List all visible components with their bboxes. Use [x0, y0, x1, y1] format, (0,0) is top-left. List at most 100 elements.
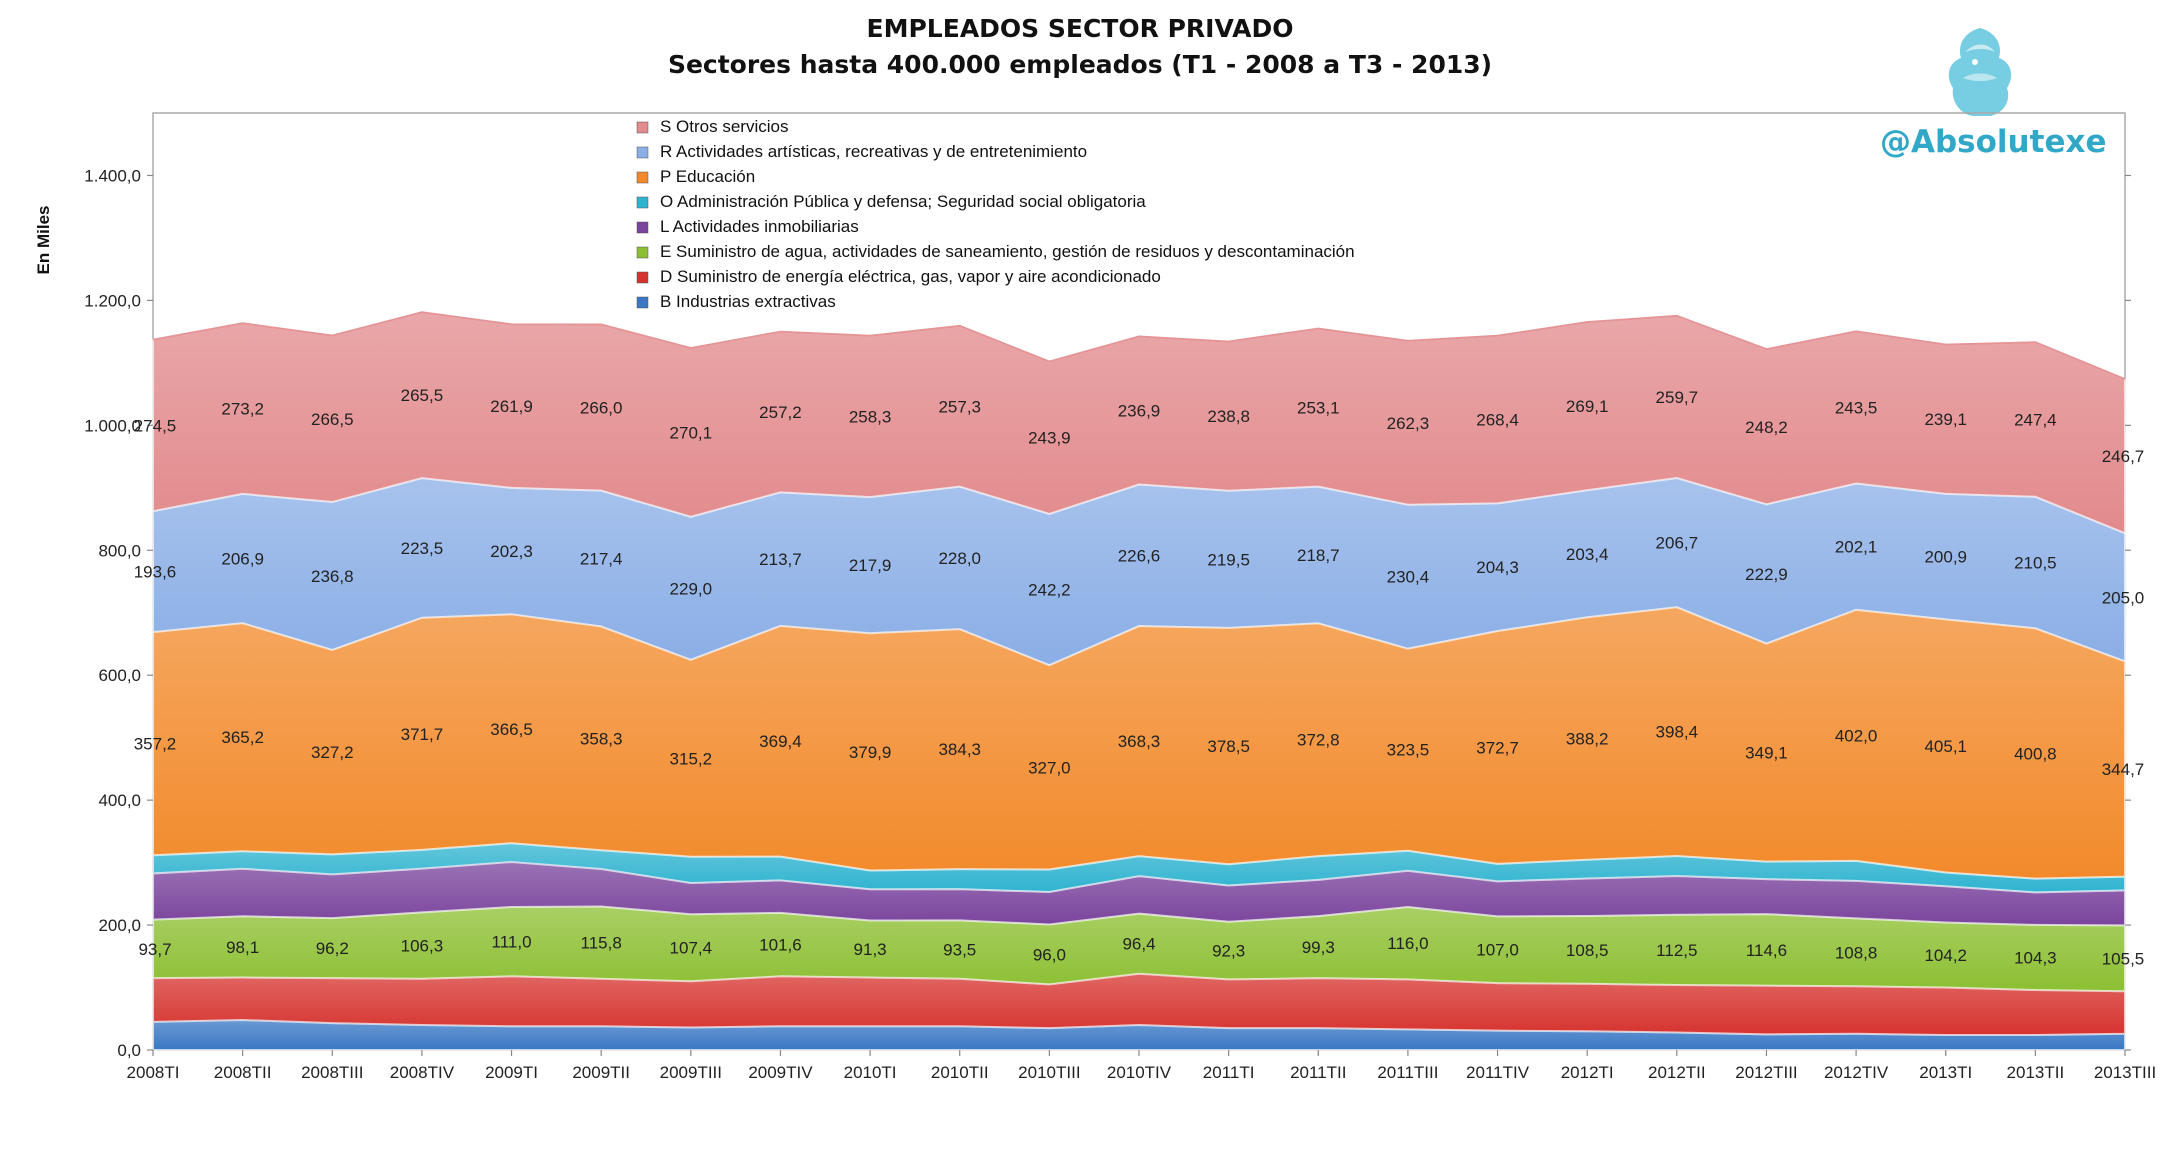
data-label: 266,0 — [580, 399, 623, 418]
data-label: 369,4 — [759, 732, 802, 751]
legend-swatch — [636, 271, 649, 284]
data-label: 104,2 — [1924, 946, 1967, 965]
data-label: 400,8 — [2014, 744, 2057, 763]
legend-swatch — [636, 196, 649, 209]
griffin-logo — [1948, 28, 2012, 116]
data-label: 327,0 — [1028, 758, 1071, 777]
data-label: 247,4 — [2014, 411, 2057, 430]
data-label: 372,8 — [1297, 731, 1340, 750]
x-tick-label: 2012TIV — [1824, 1063, 1889, 1082]
data-label: 93,7 — [138, 940, 171, 959]
data-label: 246,7 — [2102, 447, 2145, 466]
data-label: 266,5 — [311, 410, 354, 429]
x-tick-label: 2008TI — [127, 1063, 180, 1082]
data-label: 99,3 — [1302, 938, 1335, 957]
legend-swatch — [636, 246, 649, 259]
data-label: 96,4 — [1122, 935, 1155, 954]
data-label: 243,9 — [1028, 429, 1071, 448]
y-tick-label: 0,0 — [117, 1041, 141, 1060]
x-tick-label: 2008TIV — [390, 1063, 455, 1082]
legend-entry: D Suministro de energía eléctrica, gas, … — [660, 267, 1161, 286]
data-label: 210,5 — [2014, 554, 2057, 573]
y-tick-label: 600,0 — [98, 666, 141, 685]
y-tick-label: 1.400,0 — [84, 166, 141, 185]
legend-entry: L Actividades inmobiliarias — [660, 217, 859, 236]
data-label: 111,0 — [492, 933, 532, 952]
data-label: 378,5 — [1207, 737, 1250, 756]
data-label: 203,4 — [1566, 545, 1609, 564]
x-tick-label: 2013TIII — [2094, 1063, 2156, 1082]
brand-handle: @Absolutexe — [1880, 124, 2107, 160]
data-label: 202,3 — [490, 542, 533, 561]
y-tick-label: 1.200,0 — [84, 291, 141, 310]
legend-entry: S Otros servicios — [660, 117, 788, 136]
data-label: 115,8 — [581, 934, 622, 953]
data-label: 108,8 — [1835, 943, 1878, 962]
data-label: 323,5 — [1387, 741, 1430, 760]
x-tick-label: 2010TII — [931, 1063, 989, 1082]
data-label: 368,3 — [1118, 732, 1161, 751]
data-label: 269,1 — [1566, 397, 1609, 416]
data-label: 217,9 — [849, 556, 892, 575]
data-label: 405,1 — [1924, 737, 1967, 756]
data-label: 92,3 — [1212, 942, 1245, 961]
data-label: 219,5 — [1207, 550, 1250, 569]
legend-entry: E Suministro de agua, actividades de san… — [660, 242, 1355, 261]
data-label: 357,2 — [134, 735, 177, 754]
data-label: 243,5 — [1835, 398, 1878, 417]
data-label: 104,3 — [2014, 948, 2057, 967]
x-tick-label: 2008TII — [214, 1063, 272, 1082]
legend-entry: R Actividades artísticas, recreativas y … — [660, 142, 1087, 161]
data-label: 379,9 — [849, 743, 892, 762]
data-label: 239,1 — [1924, 410, 1967, 429]
data-label: 98,1 — [226, 938, 259, 957]
x-tick-label: 2008TIII — [301, 1063, 363, 1082]
data-label: 116,0 — [1387, 934, 1428, 953]
data-label: 238,8 — [1207, 407, 1250, 426]
x-tick-label: 2010TIV — [1107, 1063, 1172, 1082]
data-label: 257,2 — [759, 403, 802, 422]
y-tick-label: 1.000,0 — [84, 416, 141, 435]
data-label: 257,3 — [938, 397, 981, 416]
x-tick-label: 2011TI — [1203, 1063, 1255, 1082]
data-label: 384,3 — [938, 740, 981, 759]
y-tick-label: 400,0 — [98, 791, 141, 810]
x-tick-label: 2013TI — [1919, 1063, 1972, 1082]
data-label: 218,7 — [1297, 546, 1340, 565]
data-label: 372,7 — [1476, 738, 1519, 757]
data-label: 315,2 — [670, 749, 713, 768]
x-tick-label: 2010TIII — [1018, 1063, 1080, 1082]
x-tick-label: 2012TII — [1648, 1063, 1706, 1082]
data-label: 206,9 — [221, 550, 264, 569]
x-tick-label: 2012TI — [1561, 1063, 1614, 1082]
data-label: 105,5 — [2102, 949, 2145, 968]
data-label: 259,7 — [1656, 388, 1699, 407]
data-label: 248,2 — [1745, 418, 1788, 437]
data-label: 327,2 — [311, 743, 354, 762]
y-tick-label: 800,0 — [98, 541, 141, 560]
data-label: 222,9 — [1745, 565, 1788, 584]
data-label: 261,9 — [490, 397, 533, 416]
data-label: 349,1 — [1745, 744, 1788, 763]
data-label: 93,5 — [943, 941, 976, 960]
legend-swatch — [636, 146, 649, 159]
area-top-line-7 — [152, 311, 2126, 381]
data-label: 107,4 — [670, 939, 713, 958]
chart-subtitle: Sectores hasta 400.000 empleados (T1 - 2… — [667, 50, 1493, 79]
data-label: 265,5 — [401, 386, 444, 405]
data-label: 371,7 — [401, 725, 444, 744]
data-label: 205,0 — [2102, 588, 2145, 607]
data-label: 112,5 — [1656, 941, 1697, 960]
data-label: 262,3 — [1387, 414, 1430, 433]
y-tick-label: 200,0 — [98, 916, 141, 935]
data-label: 358,3 — [580, 729, 623, 748]
legend-entry: O Administración Pública y defensa; Segu… — [660, 192, 1146, 211]
data-label: 223,5 — [401, 539, 444, 558]
data-label: 204,3 — [1476, 558, 1519, 577]
data-label: 217,4 — [580, 550, 623, 569]
data-label: 106,3 — [401, 937, 444, 956]
y-axis-title: En Miles — [34, 206, 53, 275]
data-label: 402,0 — [1835, 726, 1878, 745]
x-tick-label: 2012TIII — [1735, 1063, 1797, 1082]
data-label: 258,3 — [849, 407, 892, 426]
